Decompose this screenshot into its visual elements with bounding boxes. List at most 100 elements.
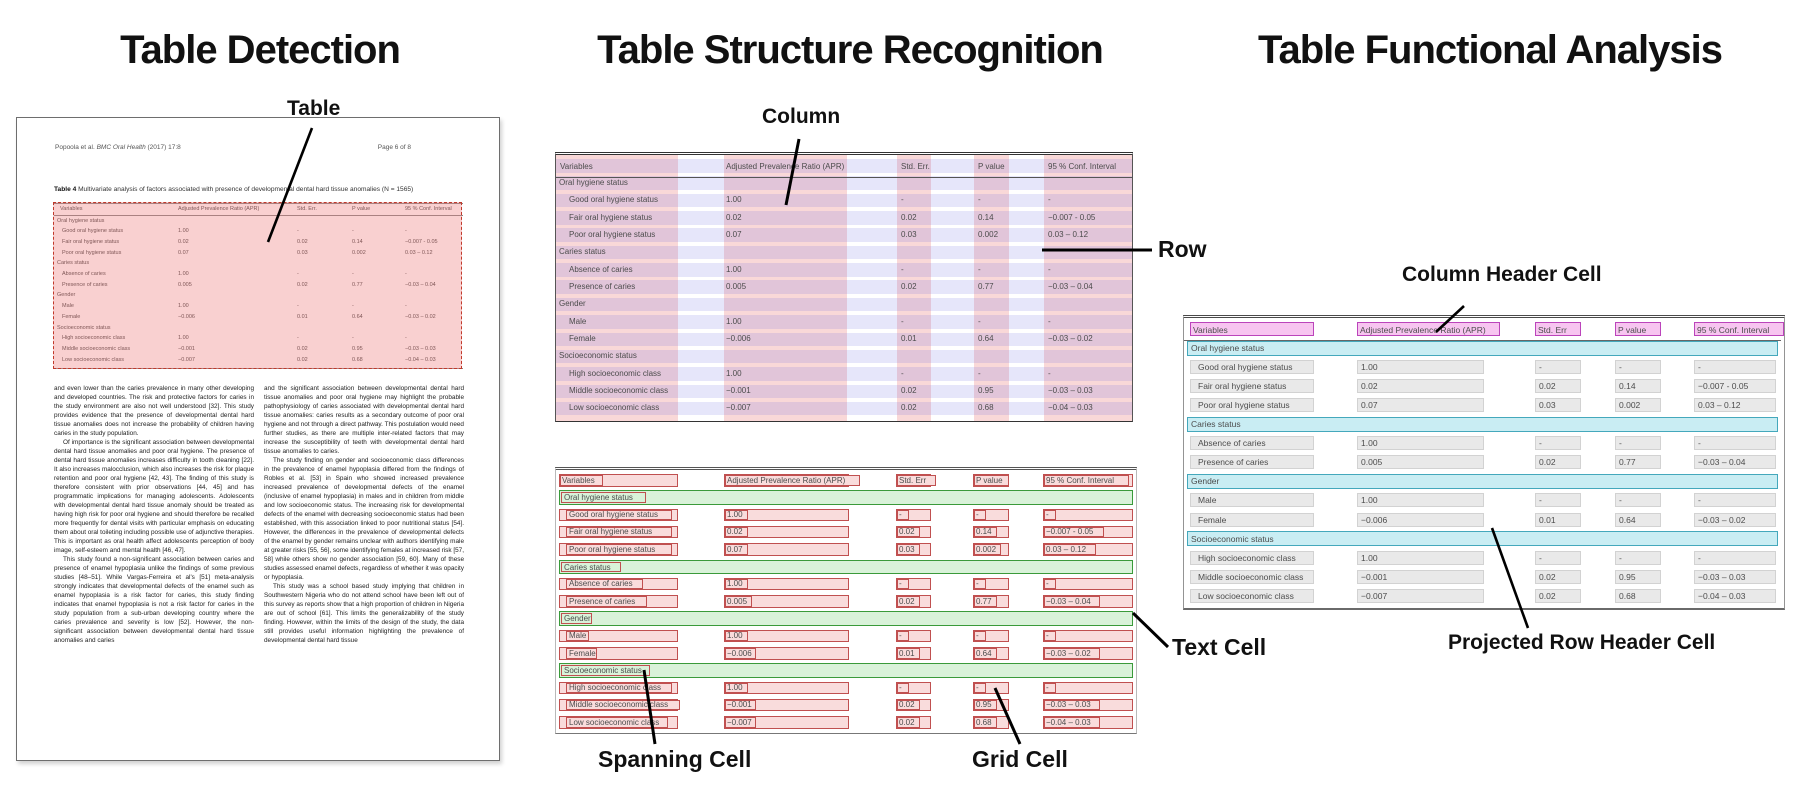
cell-value: −0.001 <box>178 345 195 352</box>
cell-value: 1.00 <box>726 368 742 378</box>
row-label: Gender <box>57 292 76 299</box>
header-text-cell <box>897 475 937 486</box>
row-label: Gender <box>564 614 591 624</box>
text-cell <box>974 526 997 538</box>
row-label: Low socioeconomic class <box>62 356 125 363</box>
row-label: Low socioeconomic class <box>569 717 660 727</box>
cell-value: - <box>976 683 979 693</box>
row-label: Good oral hygiene status <box>1198 362 1293 373</box>
grid-cell <box>724 681 849 695</box>
text-cell <box>974 596 997 607</box>
cell-value: 1.00 <box>1361 495 1378 506</box>
cell-value: 0.01 <box>1539 514 1556 525</box>
cell-value: - <box>297 271 299 277</box>
cell-value: −0.007 - 0.05 <box>1698 381 1749 392</box>
cell-value: - <box>901 264 904 274</box>
column-header-cell <box>1694 322 1784 336</box>
data-cell <box>1615 550 1661 565</box>
cell-value: 0.02 <box>1539 571 1556 582</box>
column-header: Adjusted Prevalence Ratio (APR) <box>178 206 260 212</box>
data-cell <box>1535 569 1581 584</box>
text-cell <box>1044 630 1056 642</box>
body-paragraph: The study finding on gender and socioeco… <box>264 457 464 581</box>
table-caption: Table 4 Multivariate analysis of factors… <box>54 186 469 193</box>
cell-value: 0.14 <box>352 238 363 245</box>
cell-value: - <box>352 303 354 310</box>
cell-value: - <box>978 316 981 326</box>
row-label: Gender <box>1191 476 1220 487</box>
text-cell <box>725 682 748 694</box>
cell-value: 1.00 <box>178 271 189 277</box>
cell-value: 0.07 <box>726 229 742 239</box>
data-cell <box>1615 588 1661 603</box>
column-header: Std. Err. <box>901 161 930 171</box>
cell-value: 0.03 – 0.12 <box>1048 229 1089 239</box>
row-label: Poor oral hygiene status <box>1198 400 1290 411</box>
data-cell <box>1357 588 1484 603</box>
row-label: Middle socioeconomic class <box>62 345 131 352</box>
data-cell <box>1535 398 1581 413</box>
grid-cell <box>724 543 849 556</box>
cell-value: - <box>1046 631 1049 641</box>
cell-value: 1.00 <box>178 228 189 235</box>
cell-value: −0.03 – 0.02 <box>1046 648 1091 658</box>
row-label: Presence of caries <box>62 281 108 288</box>
text-cell <box>897 578 909 590</box>
row-label: Poor oral hygiene status <box>569 229 656 239</box>
row-label: Presence of caries <box>569 281 636 291</box>
row-label: Fair oral hygiene status <box>1198 381 1287 392</box>
cell-value: −0.03 – 0.02 <box>1698 514 1746 525</box>
cell-value: - <box>1048 195 1051 205</box>
cell-value: - <box>1048 264 1051 274</box>
cell-value: 0.68 <box>976 717 992 727</box>
text-cell <box>725 509 748 521</box>
table-caption-label: Table 4 <box>54 186 77 193</box>
text-cell-pointer-line <box>1131 611 1170 649</box>
cell-value: 1.00 <box>1361 552 1378 563</box>
row-label: Poor oral hygiene status <box>62 249 122 256</box>
row-band <box>556 159 1132 173</box>
text-cell <box>1044 717 1100 728</box>
projected-row-header-cell <box>1187 340 1778 356</box>
body-paragraph: and even lower than the caries prevalenc… <box>54 385 254 437</box>
cell-value: 1.00 <box>726 264 742 274</box>
column-band <box>1044 155 1132 421</box>
column-header: Variables <box>560 161 593 171</box>
text-cell <box>566 717 668 728</box>
row-annotation-label: Row <box>1158 236 1207 262</box>
row-label: Absence of caries <box>62 271 106 277</box>
data-cell <box>1190 588 1314 603</box>
cell-value: 0.77 <box>1619 457 1636 468</box>
cell-value: 0.03 – 0.12 <box>405 249 433 256</box>
cell-value: - <box>978 368 981 378</box>
column-header: P value <box>978 161 1005 171</box>
data-cell <box>1190 569 1314 584</box>
data-cell <box>1694 398 1776 413</box>
data-cell <box>1535 455 1581 470</box>
row-label: Fair oral hygiene status <box>569 527 653 537</box>
cell-value: 0.03 <box>901 229 917 239</box>
header-underline <box>556 176 1132 178</box>
text-cell <box>974 509 986 521</box>
cell-value: −0.001 <box>726 386 751 396</box>
column-band <box>897 155 931 421</box>
column-header-cell-annotation-label: Column Header Cell <box>1402 263 1602 286</box>
column-band <box>974 155 1009 421</box>
text-cell <box>566 578 643 590</box>
row-label: Good oral hygiene status <box>569 195 658 205</box>
cell-value: 0.64 <box>978 334 994 343</box>
header-underline <box>1184 340 1781 341</box>
data-cell <box>1357 455 1484 470</box>
table-caption-text: Multivariate analysis of factors associa… <box>76 186 414 193</box>
projected-row-header-cell <box>1187 531 1778 547</box>
column-header-cell <box>1190 322 1314 336</box>
row-label: Middle socioeconomic class <box>569 700 669 710</box>
text-cell <box>1044 699 1100 711</box>
data-cell <box>1615 512 1661 527</box>
data-cell <box>1357 436 1484 451</box>
cell-value: 1.00 <box>1361 438 1378 449</box>
data-cell <box>1535 550 1581 565</box>
spanning-cell <box>559 611 1133 626</box>
header-bottom-rule <box>54 215 463 216</box>
row-label: Male <box>569 631 587 641</box>
